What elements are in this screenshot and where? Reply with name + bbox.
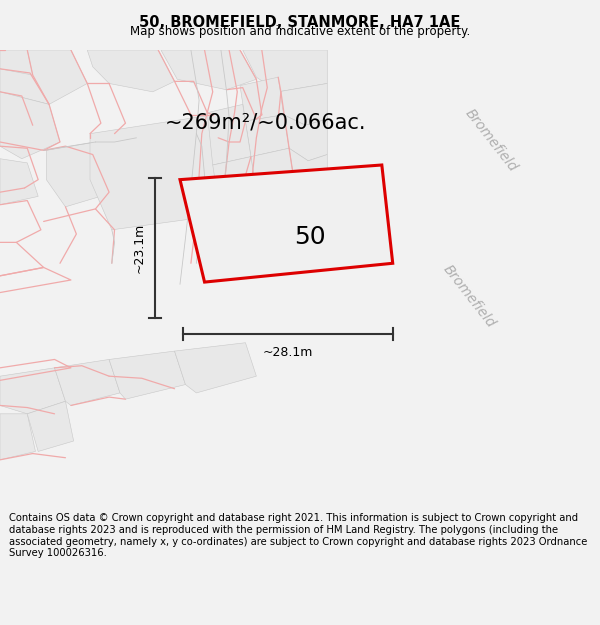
Polygon shape [109,351,185,399]
Polygon shape [46,142,115,207]
Polygon shape [175,342,256,393]
Polygon shape [161,50,256,90]
Polygon shape [240,77,284,121]
Polygon shape [90,115,235,230]
Text: ~23.1m: ~23.1m [133,222,145,272]
Polygon shape [299,217,327,263]
Polygon shape [0,368,65,414]
Polygon shape [0,50,33,75]
Polygon shape [0,50,87,104]
Polygon shape [284,115,327,161]
Polygon shape [0,159,38,205]
Text: Map shows position and indicative extent of the property.: Map shows position and indicative extent… [130,24,470,38]
Polygon shape [245,115,289,157]
Polygon shape [87,50,175,92]
Polygon shape [27,401,74,451]
Text: Bromefield: Bromefield [462,106,520,174]
Polygon shape [0,414,35,460]
Polygon shape [0,92,60,159]
Polygon shape [289,148,327,196]
Text: ~269m²/~0.066ac.: ~269m²/~0.066ac. [165,112,367,132]
Polygon shape [55,359,120,406]
Text: ~28.1m: ~28.1m [263,346,313,359]
Polygon shape [251,148,295,192]
Polygon shape [256,184,299,228]
Polygon shape [207,104,251,165]
Text: 50: 50 [294,226,326,249]
Text: 50, BROMEFIELD, STANMORE, HA7 1AE: 50, BROMEFIELD, STANMORE, HA7 1AE [139,15,461,30]
Polygon shape [243,50,327,92]
Text: Bromefield: Bromefield [440,262,498,331]
Polygon shape [180,165,393,282]
Polygon shape [213,157,256,201]
Text: Contains OS data © Crown copyright and database right 2021. This information is : Contains OS data © Crown copyright and d… [9,514,587,558]
Polygon shape [278,84,327,125]
Polygon shape [295,184,327,230]
